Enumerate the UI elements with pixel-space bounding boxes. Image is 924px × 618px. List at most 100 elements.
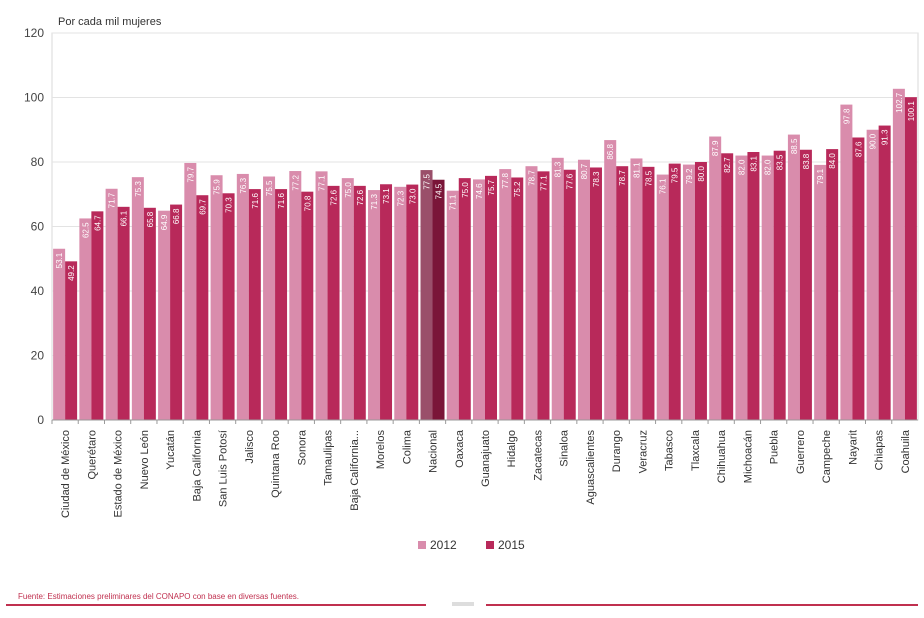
data-label-2012: 82.0	[764, 159, 773, 175]
x-tick-label: Ciudad de México	[60, 430, 72, 518]
data-label-2015: 77.1	[539, 175, 548, 191]
bar-2015	[799, 149, 812, 420]
bar-2012	[735, 155, 748, 421]
bar-2012	[263, 176, 276, 420]
x-tick-label: Zacatecas	[532, 430, 544, 481]
data-label-2012: 80.7	[580, 163, 589, 179]
x-tick-label: Yucatán	[165, 430, 177, 470]
bar-2012	[289, 171, 302, 420]
y-tick-label: 120	[24, 26, 44, 40]
data-label-2012: 82.0	[737, 159, 746, 175]
y-tick-label: 100	[24, 91, 44, 105]
bar-2015	[616, 166, 629, 420]
bar-2015	[353, 185, 366, 420]
x-tick-label: Guerrero	[795, 430, 807, 474]
data-label-2012: 90.0	[869, 133, 878, 149]
x-tick-label: Oaxaca	[454, 429, 466, 468]
data-label-2015: 71.6	[251, 193, 260, 209]
data-label-2015: 83.8	[802, 153, 811, 169]
x-tick-label: Baja California	[191, 429, 203, 501]
x-tick-label: Estado de México	[113, 430, 125, 517]
bar-2015	[380, 184, 393, 420]
x-tick-label: Durango	[611, 430, 623, 472]
y-axis-unit-label: Por cada mil mujeres	[58, 16, 162, 28]
bar-2015	[275, 189, 288, 420]
data-label-2012: 79.2	[685, 168, 694, 184]
source-note: Fuente: Estimaciones preliminares del CO…	[18, 592, 300, 601]
data-label-2012: 77.2	[291, 174, 300, 190]
x-tick-label: Quintana Roo	[270, 430, 282, 498]
bar-2015	[589, 167, 602, 420]
data-label-2015: 72.6	[356, 189, 365, 205]
x-tick-label: Baja California...	[349, 430, 361, 511]
data-label-2015: 82.7	[723, 157, 732, 173]
x-tick-label: Sonora	[296, 429, 308, 465]
data-label-2012: 75.3	[134, 181, 143, 197]
data-label-2012: 72.3	[396, 190, 405, 206]
x-tick-label: Chiapas	[874, 430, 886, 471]
bar-2012	[682, 164, 695, 420]
x-tick-label: Sinaloa	[559, 429, 571, 467]
bar-2012	[473, 179, 485, 420]
data-label-2012: 75.9	[213, 179, 222, 195]
y-tick-label: 80	[31, 155, 45, 169]
x-tick-label: Puebla	[769, 429, 781, 464]
y-tick-label: 40	[31, 284, 45, 298]
data-label-2015: 70.8	[303, 195, 312, 211]
bar-2012	[499, 169, 512, 420]
bar-2012	[131, 177, 144, 420]
bar-2015	[642, 166, 655, 420]
data-label-2015: 84.0	[828, 153, 837, 169]
x-tick-label: Nuevo León	[139, 430, 151, 489]
data-label-2015: 64.7	[93, 215, 102, 231]
data-label-2015: 69.7	[198, 199, 207, 215]
bar-2015	[248, 189, 261, 420]
data-label-2015: 77.6	[566, 173, 575, 189]
data-label-2015: 79.5	[671, 167, 680, 183]
bar-2012	[866, 129, 879, 420]
data-label-2015: 70.3	[225, 197, 234, 213]
data-label-2015: 83.5	[776, 154, 785, 170]
bar-2015	[852, 137, 865, 421]
data-label-2012: 77.5	[423, 174, 432, 190]
bar-2012	[761, 155, 774, 421]
bar-2012	[814, 164, 827, 420]
x-tick-label: Michoacán	[742, 430, 754, 483]
bar-2015	[878, 125, 891, 421]
x-tick-label: San Luis Potosí	[218, 430, 230, 507]
data-label-2012: 75.5	[265, 180, 274, 196]
x-tick-label: Colima	[401, 429, 413, 464]
data-label-2012: 79.7	[186, 166, 195, 182]
bar-2015	[458, 178, 471, 420]
data-label-2015: 73.1	[382, 188, 391, 204]
bar-2015	[117, 206, 130, 420]
data-label-2012: 71.1	[449, 194, 458, 210]
data-label-2015: 80.0	[697, 165, 706, 181]
x-tick-label: Querétaro	[86, 430, 98, 480]
bar-2012	[420, 170, 433, 420]
bar-2015	[747, 152, 760, 420]
data-label-2012: 77.8	[501, 173, 510, 189]
x-tick-label: Morelos	[375, 430, 387, 470]
x-tick-label: Chihuahua	[716, 429, 728, 483]
data-label-2012: 86.8	[606, 144, 615, 160]
x-tick-label: Veracruz	[637, 430, 649, 473]
data-label-2015: 87.6	[854, 141, 863, 157]
bar-2012	[446, 190, 459, 420]
data-label-2015: 75.0	[461, 182, 470, 198]
bar-2012	[840, 104, 853, 420]
data-label-2012: 64.9	[160, 214, 169, 230]
data-label-2015: 75.7	[487, 179, 496, 195]
bar-2012	[184, 162, 197, 420]
bar-2015	[432, 179, 445, 420]
data-label-2015: 100.1	[907, 101, 916, 122]
data-label-2015: 66.8	[172, 208, 181, 224]
x-tick-label: Aguascalientes	[585, 430, 597, 505]
x-tick-label: Nacional	[428, 430, 440, 473]
bar-2015	[406, 184, 419, 420]
bar-2012	[210, 175, 223, 420]
bar-2012	[656, 174, 669, 420]
data-label-2012: 71.3	[370, 194, 379, 210]
